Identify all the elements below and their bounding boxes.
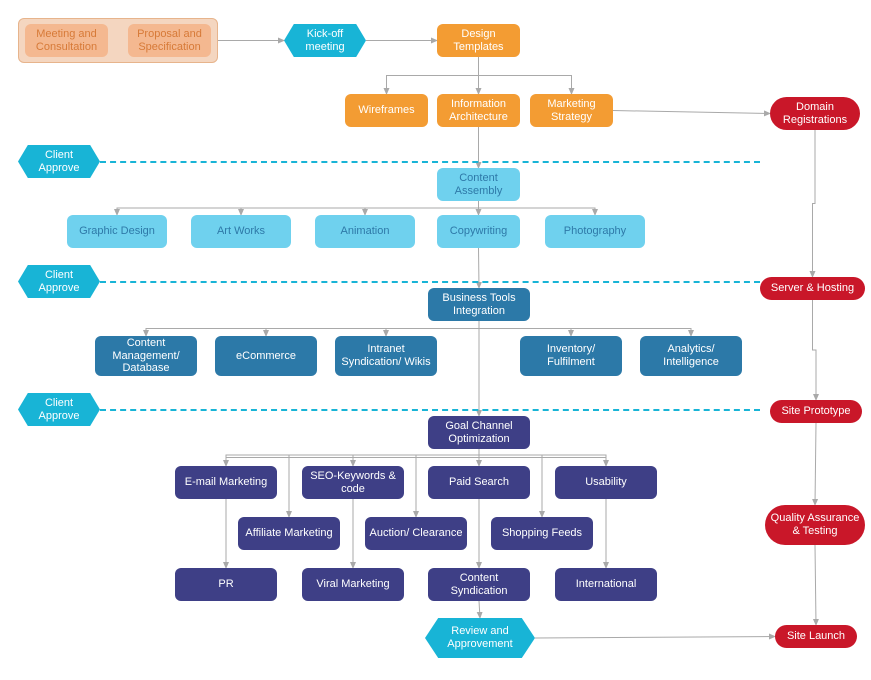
- node-approve2: Client Approve: [18, 265, 100, 298]
- flowchart-canvas: Meeting and Consultation Proposal and Spe…: [0, 0, 871, 680]
- node-server: Server & Hosting: [760, 277, 865, 300]
- edge-content-assembly-animation: [365, 201, 479, 215]
- node-content-assembly: Content Assembly: [437, 168, 520, 201]
- node-approve1: Client Approve: [18, 145, 100, 178]
- node-design-templates: Design Templates: [437, 24, 520, 57]
- node-domain-reg: Domain Registrations: [770, 97, 860, 130]
- edge-biztools-analytics: [479, 321, 691, 336]
- node-animation: Animation: [315, 215, 415, 248]
- node-viral: Viral Marketing: [302, 568, 404, 601]
- node-biztools: Business Tools Integration: [428, 288, 530, 321]
- node-meeting: Meeting and Consultation: [25, 24, 108, 57]
- node-analytics: Analytics/ Intelligence: [640, 336, 742, 376]
- node-proposal: Proposal and Specification: [128, 24, 211, 57]
- node-auction: Auction/ Clearance: [365, 517, 467, 550]
- edge-syndication-review: [479, 601, 480, 618]
- node-photography: Photography: [545, 215, 645, 248]
- edge-design-templates-mkt-strategy: [479, 57, 572, 94]
- edge-biztools-inventory: [479, 321, 571, 336]
- edge-qa-launch: [815, 545, 816, 625]
- node-copywriting: Copywriting: [437, 215, 520, 248]
- node-syndication: Content Syndication: [428, 568, 530, 601]
- node-launch: Site Launch: [775, 625, 857, 648]
- edge-goal-email-mkt: [226, 449, 479, 466]
- node-paid: Paid Search: [428, 466, 530, 499]
- node-inventory: Inventory/ Fulfilment: [520, 336, 622, 376]
- edge-prototype-qa: [815, 423, 816, 505]
- node-approve3: Client Approve: [18, 393, 100, 426]
- edge-goal-seo: [353, 449, 479, 466]
- node-pr: PR: [175, 568, 277, 601]
- edge-server-prototype: [813, 300, 817, 400]
- edge-goal-usability: [479, 449, 606, 466]
- edge-biztools-cms: [146, 321, 479, 336]
- node-usability: Usability: [555, 466, 657, 499]
- node-graphic-design: Graphic Design: [67, 215, 167, 248]
- phase-separator-1: [100, 161, 760, 163]
- node-qa: Quality Assurance & Testing: [765, 505, 865, 545]
- node-ecom: eCommerce: [215, 336, 317, 376]
- node-wireframes: Wireframes: [345, 94, 428, 127]
- node-info-arch: Information Architecture: [437, 94, 520, 127]
- node-mkt-strategy: Marketing Strategy: [530, 94, 613, 127]
- edge-mkt-strategy-domain-reg: [613, 111, 770, 114]
- node-kickoff: Kick-off meeting: [284, 24, 366, 57]
- node-shopping: Shopping Feeds: [491, 517, 593, 550]
- node-art-works: Art Works: [191, 215, 291, 248]
- edge-content-assembly-art-works: [241, 201, 479, 215]
- edge-review-launch: [535, 637, 775, 639]
- edge-content-assembly-graphic-design: [117, 201, 479, 215]
- phase-separator-3: [100, 409, 760, 411]
- node-international: International: [555, 568, 657, 601]
- edge-biztools-ecom: [266, 321, 479, 336]
- node-cms: Content Management/ Database: [95, 336, 197, 376]
- node-goal: Goal Channel Optimization: [428, 416, 530, 449]
- node-intranet: Intranet Syndication/ Wikis: [335, 336, 437, 376]
- node-affiliate: Affiliate Marketing: [238, 517, 340, 550]
- edge-design-templates-wireframes: [387, 57, 479, 94]
- phase-separator-2: [100, 281, 760, 283]
- edge-biztools-intranet: [386, 321, 479, 336]
- node-review: Review and Approvement: [425, 618, 535, 658]
- edge-domain-reg-server: [813, 130, 816, 277]
- node-email-mkt: E-mail Marketing: [175, 466, 277, 499]
- node-seo: SEO-Keywords & code: [302, 466, 404, 499]
- edge-content-assembly-photography: [479, 201, 596, 215]
- node-prototype: Site Prototype: [770, 400, 862, 423]
